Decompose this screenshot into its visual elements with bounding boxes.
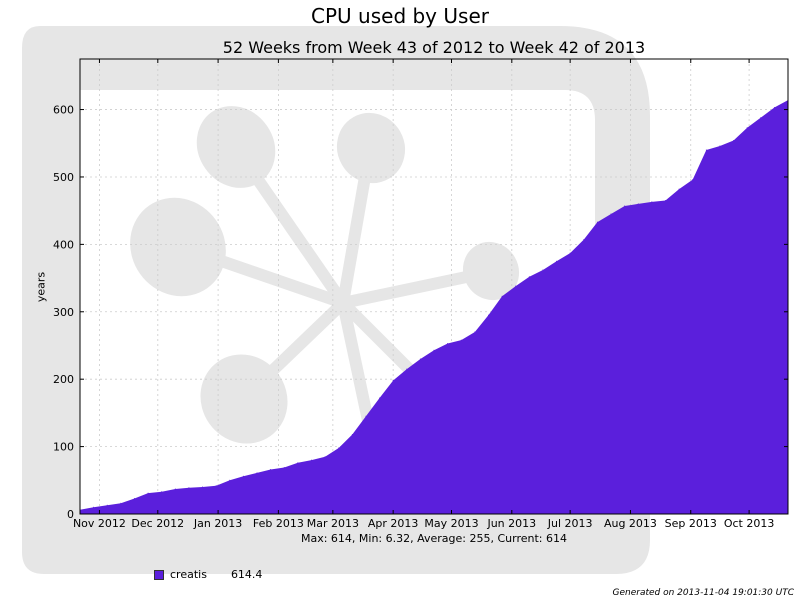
data-point <box>542 269 544 271</box>
data-point <box>324 456 326 458</box>
data-point <box>106 504 108 506</box>
y-axis-label: years <box>34 271 48 303</box>
x-tick-label: Sep 2013 <box>665 517 717 530</box>
x-tick-label: Jul 2013 <box>547 517 593 530</box>
data-point <box>678 188 680 190</box>
data-point <box>338 447 340 449</box>
data-point <box>120 502 122 504</box>
data-point <box>161 491 163 493</box>
data-point <box>270 469 272 471</box>
data-point <box>379 397 381 399</box>
data-point <box>719 145 721 147</box>
y-tick-label: 500 <box>53 171 74 184</box>
legend-label: creatis <box>170 568 207 581</box>
data-point <box>392 380 394 382</box>
data-point <box>365 415 367 417</box>
data-point <box>474 331 476 333</box>
data-point <box>133 498 135 499</box>
x-tick-label: Apr 2013 <box>368 517 419 530</box>
y-tick-label: 400 <box>53 238 74 251</box>
plot-frame <box>79 58 789 515</box>
data-point <box>583 239 585 241</box>
data-point <box>229 479 231 481</box>
x-tick-label: Feb 2013 <box>253 517 304 530</box>
data-point <box>733 140 735 142</box>
data-point <box>174 488 176 490</box>
data-point <box>406 368 408 370</box>
x-tick-label: Oct 2013 <box>724 517 775 530</box>
data-point <box>283 466 285 468</box>
data-point <box>433 349 435 351</box>
data-point <box>501 295 503 297</box>
x-tick-label: Jun 2013 <box>486 517 536 530</box>
data-point <box>215 485 217 487</box>
axes <box>79 58 789 515</box>
x-tick-label: Dec 2012 <box>131 517 184 530</box>
chart-subtitle: 52 Weeks from Week 43 of 2012 to Week 42… <box>222 38 646 57</box>
legend: creatis 614.4 <box>154 568 262 581</box>
data-point <box>147 492 149 494</box>
y-tick-label: 300 <box>53 306 74 319</box>
data-point <box>256 472 258 474</box>
data-point <box>351 433 353 435</box>
x-tick-label: Nov 2012 <box>73 517 126 530</box>
data-point <box>705 149 707 151</box>
legend-swatch <box>154 569 164 580</box>
data-point <box>93 506 95 508</box>
y-tick-label: 200 <box>53 373 74 386</box>
data-point <box>624 205 626 207</box>
data-point <box>760 117 762 119</box>
data-point <box>447 342 449 344</box>
y-tick-label: 0 <box>67 508 74 521</box>
data-point <box>487 314 489 316</box>
series-area <box>79 99 789 515</box>
data-point <box>569 252 571 254</box>
data-point <box>242 475 244 477</box>
chart-title: CPU used by User <box>311 4 489 28</box>
data-point <box>746 127 748 129</box>
data-point <box>773 107 775 109</box>
data-point <box>610 213 612 215</box>
data-point <box>651 201 653 203</box>
data-point <box>188 487 190 489</box>
data-point <box>515 285 517 287</box>
y-tick-label: 600 <box>53 104 74 117</box>
data-point <box>310 459 312 461</box>
ticks: 0 100 200 300 400 500 600 Nov 2012 Dec 2012 Jan 2… <box>53 59 788 530</box>
generated-timestamp: Generated on 2013-11-04 19:01:30 UTC <box>612 588 795 598</box>
data-point <box>419 358 421 360</box>
data-point <box>202 486 204 488</box>
data-point <box>664 200 666 202</box>
x-tick-label: Jan 2013 <box>193 517 242 530</box>
legend-value: 614.4 <box>230 568 263 581</box>
data-point <box>528 276 530 278</box>
x-tick-label: Mar 2013 <box>307 517 359 530</box>
data-point <box>692 179 694 181</box>
x-tick-label: Aug 2013 <box>604 517 657 530</box>
stats-summary: Max: 614, Min: 6.32, Average: 255, Curre… <box>300 532 567 545</box>
data-point <box>460 339 462 341</box>
data-point <box>556 260 558 262</box>
x-tick-label: May 2013 <box>424 517 478 530</box>
data-point <box>596 221 598 223</box>
series-area-creatis <box>80 100 788 515</box>
y-tick-label: 100 <box>53 441 74 454</box>
data-point <box>297 462 299 464</box>
data-point <box>637 203 639 205</box>
